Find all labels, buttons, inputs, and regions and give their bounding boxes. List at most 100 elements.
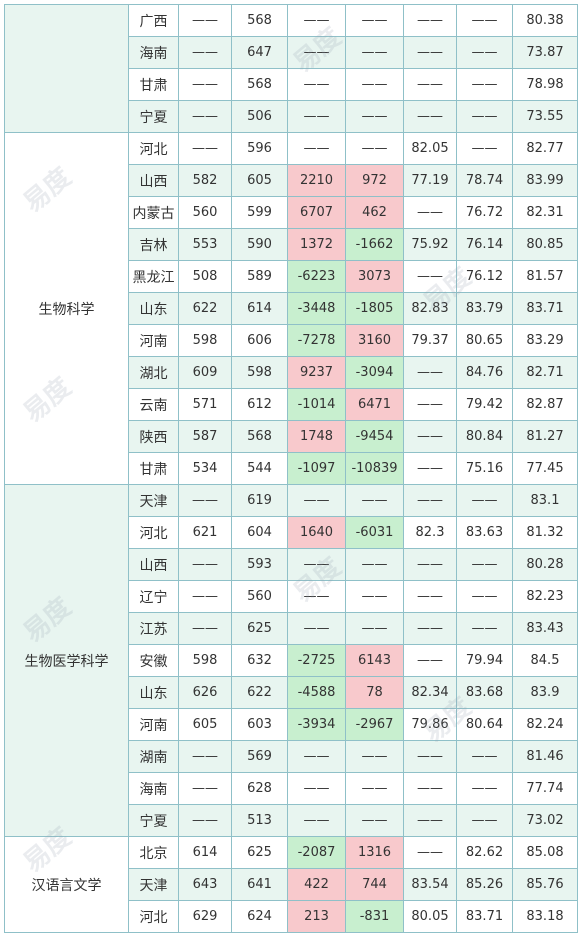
value-cell: —— bbox=[403, 548, 457, 581]
rank-diff-cell: —— bbox=[345, 132, 404, 165]
table-row: 宁夏 —— 513 —— —— —— —— 73.02 bbox=[5, 804, 578, 837]
value-cell: 82.83 bbox=[403, 292, 457, 325]
value-cell: 80.64 bbox=[456, 708, 513, 741]
value-cell: —— bbox=[456, 100, 513, 133]
table-row: 甘肃 —— 568 —— —— —— —— 78.98 bbox=[5, 68, 578, 101]
table-row: 黑龙江 508 589 -6223 3073 —— 76.12 81.57 bbox=[5, 260, 578, 293]
rank-diff-cell: -1014 bbox=[287, 388, 346, 421]
value-cell: —— bbox=[456, 580, 513, 613]
rank-diff-cell: —— bbox=[345, 580, 404, 613]
value-cell: 85.08 bbox=[512, 836, 578, 869]
data-table: 广西 —— 568 —— —— —— —— 80.38 海南 —— 647 —— —— —— —— 73.87… bbox=[4, 4, 578, 933]
value-cell: 79.37 bbox=[403, 324, 457, 357]
score-cell: 568 bbox=[231, 420, 288, 453]
score-cell: 621 bbox=[178, 516, 232, 549]
rank-diff-cell: —— bbox=[287, 580, 346, 613]
value-cell: 76.14 bbox=[456, 228, 513, 261]
province-cell: 内蒙古 bbox=[128, 196, 179, 229]
province-cell: 湖北 bbox=[128, 356, 179, 389]
value-cell: 83.63 bbox=[456, 516, 513, 549]
value-cell: 73.87 bbox=[512, 36, 578, 69]
score-cell: 647 bbox=[231, 36, 288, 69]
province-cell: 江苏 bbox=[128, 612, 179, 645]
rank-diff-cell: —— bbox=[287, 740, 346, 773]
score-cell: 598 bbox=[178, 644, 232, 677]
value-cell: 84.76 bbox=[456, 356, 513, 389]
rank-diff-cell: —— bbox=[287, 36, 346, 69]
table-row: 山东 622 614 -3448 -1805 82.83 83.79 83.71 bbox=[5, 292, 578, 325]
value-cell: 82.05 bbox=[403, 132, 457, 165]
value-cell: 76.12 bbox=[456, 260, 513, 293]
value-cell: 84.5 bbox=[512, 644, 578, 677]
province-cell: 山西 bbox=[128, 548, 179, 581]
rank-diff-cell: -2725 bbox=[287, 644, 346, 677]
value-cell: 81.27 bbox=[512, 420, 578, 453]
score-cell: —— bbox=[178, 548, 232, 581]
value-cell: 79.86 bbox=[403, 708, 457, 741]
value-cell: —— bbox=[403, 804, 457, 837]
score-cell: 587 bbox=[178, 420, 232, 453]
score-cell: 612 bbox=[231, 388, 288, 421]
rank-diff-cell: -9454 bbox=[345, 420, 404, 453]
value-cell: —— bbox=[403, 356, 457, 389]
province-cell: 湖南 bbox=[128, 740, 179, 773]
rank-diff-cell: -1097 bbox=[287, 452, 346, 485]
value-cell: 82.24 bbox=[512, 708, 578, 741]
score-cell: —— bbox=[178, 484, 232, 517]
rank-diff-cell: —— bbox=[287, 772, 346, 805]
table-body: 广西 —— 568 —— —— —— —— 80.38 海南 —— 647 —— —— —— —— 73.87… bbox=[4, 4, 578, 933]
score-cell: 628 bbox=[231, 772, 288, 805]
value-cell: 75.92 bbox=[403, 228, 457, 261]
value-cell: 82.77 bbox=[512, 132, 578, 165]
value-cell: —— bbox=[403, 196, 457, 229]
value-cell: —— bbox=[456, 740, 513, 773]
score-cell: 508 bbox=[178, 260, 232, 293]
score-cell: 605 bbox=[178, 708, 232, 741]
score-cell: 534 bbox=[178, 452, 232, 485]
value-cell: —— bbox=[456, 484, 513, 517]
score-cell: 593 bbox=[231, 548, 288, 581]
score-cell: 513 bbox=[231, 804, 288, 837]
table-row: 生物科学 河北 —— 596 —— —— 82.05 —— 82.77 bbox=[4, 132, 578, 485]
province-cell: 河北 bbox=[128, 900, 179, 933]
value-cell: —— bbox=[456, 36, 513, 69]
value-cell: —— bbox=[403, 772, 457, 805]
province-cell: 天津 bbox=[128, 868, 179, 901]
score-cell: 609 bbox=[178, 356, 232, 389]
rank-diff-cell: 1372 bbox=[287, 228, 346, 261]
value-cell: 82.87 bbox=[512, 388, 578, 421]
province-cell: 山西 bbox=[128, 164, 179, 197]
value-cell: —— bbox=[403, 260, 457, 293]
table-row: 河北 621 604 1640 -6031 82.3 83.63 81.32 bbox=[5, 516, 578, 549]
value-cell: 80.85 bbox=[512, 228, 578, 261]
rank-diff-cell: -3448 bbox=[287, 292, 346, 325]
province-cell: 河南 bbox=[128, 324, 179, 357]
table-row: 安徽 598 632 -2725 6143 —— 79.94 84.5 bbox=[5, 644, 578, 677]
value-cell: 83.1 bbox=[512, 484, 578, 517]
rank-diff-cell: —— bbox=[287, 612, 346, 645]
value-cell: 85.26 bbox=[456, 868, 513, 901]
value-cell: 80.28 bbox=[512, 548, 578, 581]
rank-diff-cell: 3160 bbox=[345, 324, 404, 357]
value-cell: —— bbox=[403, 100, 457, 133]
table-row: 内蒙古 560 599 6707 462 —— 76.72 82.31 bbox=[5, 196, 578, 229]
score-cell: —— bbox=[178, 580, 232, 613]
province-cell: 北京 bbox=[128, 836, 179, 869]
value-cell: 83.43 bbox=[512, 612, 578, 645]
rank-diff-cell: -6031 bbox=[345, 516, 404, 549]
score-cell: 603 bbox=[231, 708, 288, 741]
rank-diff-cell: —— bbox=[287, 548, 346, 581]
value-cell: 81.46 bbox=[512, 740, 578, 773]
rank-diff-cell: —— bbox=[287, 68, 346, 101]
rank-diff-cell: —— bbox=[345, 4, 404, 37]
score-cell: 606 bbox=[231, 324, 288, 357]
value-cell: 83.68 bbox=[456, 676, 513, 709]
province-cell: 海南 bbox=[128, 36, 179, 69]
score-cell: 619 bbox=[231, 484, 288, 517]
province-cell: 吉林 bbox=[128, 228, 179, 261]
score-cell: 568 bbox=[231, 68, 288, 101]
table-row: 广西 —— 568 —— —— —— —— 80.38 bbox=[4, 4, 578, 133]
rank-diff-cell: -3934 bbox=[287, 708, 346, 741]
rank-diff-cell: 422 bbox=[287, 868, 346, 901]
table-row: 海南 —— 628 —— —— —— —— 77.74 bbox=[5, 772, 578, 805]
